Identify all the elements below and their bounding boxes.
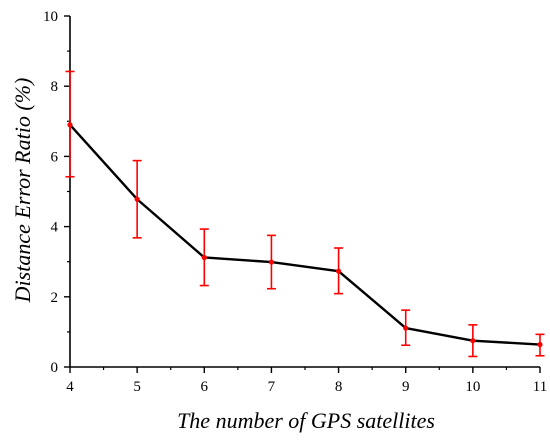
y-axis-title: Distance Error Ratio (%) <box>10 78 35 304</box>
x-tick-label: 6 <box>201 379 209 395</box>
x-tick-label: 11 <box>533 379 547 395</box>
y-tick-label: 8 <box>51 79 59 95</box>
data-point <box>268 259 275 265</box>
y-axis: 0 2 4 6 8 10 <box>43 9 71 376</box>
x-tick-label: 10 <box>465 379 480 395</box>
x-tick-label: 7 <box>268 379 276 395</box>
y-tick-label: 10 <box>43 9 58 25</box>
data-point <box>335 268 342 274</box>
series-plot <box>65 70 545 358</box>
x-axis-title: The number of GPS satellites <box>177 408 435 433</box>
x-tick-label: 4 <box>66 379 74 395</box>
data-point <box>67 122 73 128</box>
x-axis: 4 5 6 7 8 9 10 11 <box>66 366 547 395</box>
series-line <box>69 124 541 346</box>
data-point <box>470 338 476 344</box>
data-point <box>201 254 207 261</box>
x-tick-label: 9 <box>402 379 410 395</box>
data-point <box>134 196 140 202</box>
x-tick-label: 5 <box>133 379 141 395</box>
y-tick-label: 4 <box>51 220 59 236</box>
y-tick-label: 6 <box>51 149 59 165</box>
x-tick-label: 8 <box>335 379 343 395</box>
y-tick-label: 2 <box>51 290 59 306</box>
data-point <box>537 341 543 348</box>
data-point <box>403 325 409 331</box>
y-tick-label: 0 <box>51 360 59 376</box>
